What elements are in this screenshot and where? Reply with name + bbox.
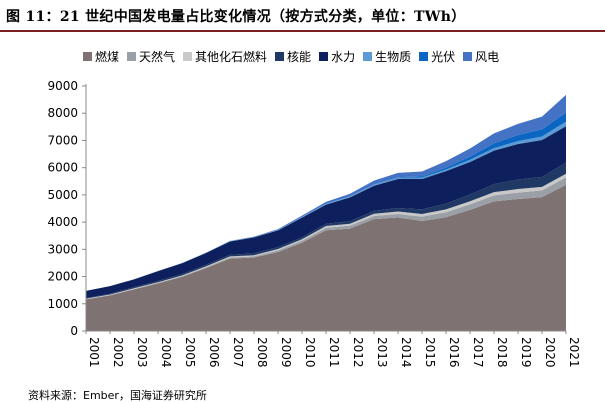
source-note: 资料来源：Ember，国海证券研究所 (28, 389, 207, 402)
y-tick-label: 8000 (47, 106, 78, 120)
legend-item: 核能 (275, 48, 311, 65)
legend-label: 其他化石燃料 (195, 50, 268, 64)
x-tick-label: 2017 (471, 337, 485, 368)
legend-swatch (183, 52, 193, 61)
legend-swatch (363, 52, 373, 61)
chart-legend: 燃煤 天然气 其他化石燃料 核能 水力 生物质 光伏 风电 (83, 48, 499, 65)
x-tick-label: 2014 (399, 337, 413, 368)
x-tick-label: 2013 (375, 337, 389, 368)
legend-item: 其他化石燃料 (183, 48, 267, 65)
x-tick-label: 2007 (231, 337, 245, 368)
x-tick-label: 2012 (351, 337, 365, 368)
legend-swatch (83, 52, 92, 61)
y-tick-label: 0 (70, 324, 78, 338)
legend-swatch (319, 52, 329, 61)
legend-swatch (419, 52, 429, 61)
x-tick-label: 2011 (327, 337, 341, 368)
y-tick-label: 1000 (47, 297, 78, 311)
y-tick-label: 4000 (47, 215, 78, 229)
legend-label: 生物质 (375, 50, 412, 64)
legend-swatch (127, 52, 137, 61)
legend-item: 水力 (319, 48, 355, 65)
x-tick-label: 2009 (279, 337, 293, 368)
legend-label: 光伏 (431, 50, 456, 64)
x-tick-label: 2003 (135, 337, 149, 368)
y-tick-label: 7000 (47, 133, 78, 147)
legend-swatch (275, 52, 285, 61)
area-series (86, 126, 566, 299)
legend-label: 水力 (331, 50, 356, 64)
x-tick-label: 2018 (495, 337, 509, 368)
legend-item: 风电 (463, 48, 499, 65)
x-tick-label: 2020 (543, 337, 557, 368)
legend-label: 风电 (475, 50, 500, 64)
figure-title: 图 11：21 世纪中国发电量占比变化情况（按方式分类，单位：TWh） (6, 9, 466, 25)
legend-label: 燃煤 (95, 50, 120, 64)
y-tick-label: 3000 (47, 242, 78, 256)
x-tick-label: 2015 (423, 337, 437, 368)
x-tick-label: 2019 (519, 337, 533, 368)
legend-item: 生物质 (363, 48, 411, 65)
y-tick-label: 9000 (47, 79, 78, 93)
y-tick-label: 2000 (47, 270, 78, 284)
area-series (86, 184, 566, 331)
legend-item: 光伏 (419, 48, 455, 65)
x-tick-label: 2001 (87, 337, 101, 368)
title-divider (0, 30, 605, 32)
x-tick-label: 2008 (255, 337, 269, 368)
legend-label: 天然气 (139, 50, 176, 64)
legend-item: 燃煤 (83, 48, 119, 65)
x-tick-label: 2010 (303, 337, 317, 368)
y-tick-label: 6000 (47, 161, 78, 175)
x-tick-label: 2002 (111, 337, 125, 368)
legend-item: 天然气 (127, 48, 175, 65)
x-tick-label: 2021 (567, 337, 581, 368)
x-tick-label: 2016 (447, 337, 461, 368)
y-tick-label: 5000 (47, 188, 78, 202)
x-tick-label: 2005 (183, 337, 197, 368)
x-tick-label: 2004 (159, 337, 173, 368)
legend-label: 核能 (287, 50, 312, 64)
x-tick-label: 2006 (207, 337, 221, 368)
legend-swatch (463, 52, 473, 61)
